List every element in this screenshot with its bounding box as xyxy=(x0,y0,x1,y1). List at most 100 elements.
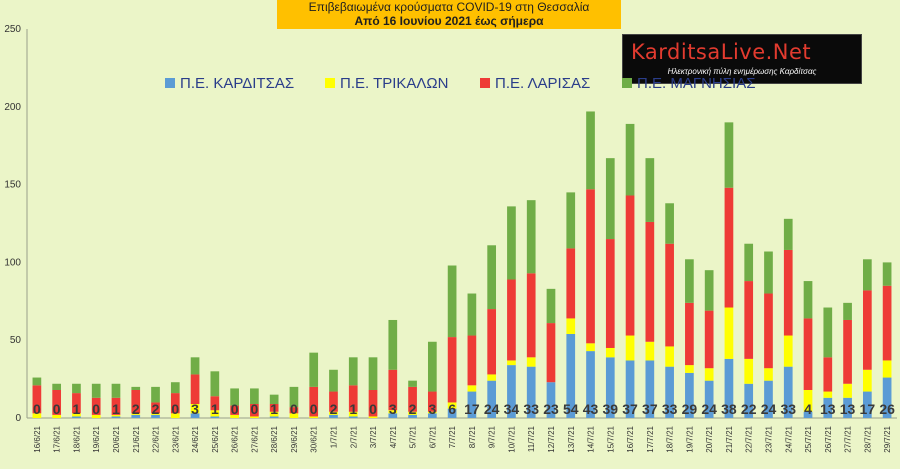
bar-segment-series-2 xyxy=(250,403,259,417)
data-label: 2 xyxy=(330,401,338,417)
bar-segment-series-3 xyxy=(764,251,773,294)
bar-segment-series-1 xyxy=(803,389,813,412)
bar-segment-series-0 xyxy=(704,380,714,418)
bar-segment-series-3 xyxy=(289,386,299,408)
bar-segment-series-0 xyxy=(605,357,615,418)
bar-segment-series-0 xyxy=(507,365,516,418)
bar-segment-series-0 xyxy=(72,416,81,418)
bar-segment-series-3 xyxy=(803,281,813,319)
bar-segment-series-0 xyxy=(645,360,655,418)
bar-segment-series-3 xyxy=(704,270,714,311)
data-label: 43 xyxy=(583,401,599,417)
x-tick-label: 22/7/21 xyxy=(745,425,754,452)
data-label: 2 xyxy=(132,401,140,417)
bar-segment-series-1 xyxy=(91,414,101,418)
bar-segment-series-2 xyxy=(566,248,576,319)
bar-segment-series-0 xyxy=(388,413,398,418)
x-tick-label: 18/6/21 xyxy=(72,425,81,452)
bar-segment-series-1 xyxy=(230,414,239,418)
data-label: 37 xyxy=(642,401,658,417)
bar-segment-series-3 xyxy=(250,388,259,404)
bar-segment-series-3 xyxy=(487,245,497,310)
bar-segment-series-2 xyxy=(546,323,556,383)
bar-segment-series-0 xyxy=(882,377,892,418)
x-tick-label: 21/7/21 xyxy=(725,425,734,452)
bar-segment-series-1 xyxy=(467,385,477,392)
legend-swatch-series-3 xyxy=(622,78,632,88)
legend-label-series-1: Π.Ε. ΤΡΙΚΑΛΩΝ xyxy=(340,75,448,92)
bar-segment-series-2 xyxy=(91,397,101,415)
x-tick-label: 28/6/21 xyxy=(270,425,279,452)
data-label: 2 xyxy=(152,401,160,417)
bar-segment-series-3 xyxy=(447,265,457,338)
bar-segment-series-3 xyxy=(783,218,793,250)
data-label: 17 xyxy=(860,401,876,417)
x-tick-label: 1/7/21 xyxy=(329,425,338,448)
x-tick-label: 19/6/21 xyxy=(92,425,101,452)
bar-segment-series-0 xyxy=(408,414,417,418)
bar-segment-series-2 xyxy=(210,396,220,411)
bar-segment-series-2 xyxy=(190,374,200,404)
legend-label-series-2: Π.Ε. ΛΑΡΙΣΑΣ xyxy=(495,75,590,92)
bar-segment-series-2 xyxy=(32,385,42,414)
karditsalive-logo: KarditsaLive.Net Ηλεκτρονική πύλη ενημέρ… xyxy=(622,34,862,84)
bar-segment-series-1 xyxy=(783,335,793,367)
bar-segment-series-1 xyxy=(269,411,279,417)
bar-segment-series-0 xyxy=(724,358,734,418)
bar-segment-series-3 xyxy=(91,383,101,398)
data-label: 0 xyxy=(310,401,318,417)
bar-segment-series-1 xyxy=(151,413,160,415)
bar-segment-series-3 xyxy=(190,357,200,375)
x-tick-label: 13/7/21 xyxy=(567,425,576,452)
bar-segment-series-3 xyxy=(843,302,852,320)
bar-segment-series-1 xyxy=(843,383,852,398)
x-tick-label: 8/7/21 xyxy=(468,425,477,448)
bar-segment-series-3 xyxy=(665,203,674,244)
data-label: 0 xyxy=(231,401,239,417)
bar-segment-series-3 xyxy=(645,158,655,222)
x-tick-label: 10/7/21 xyxy=(507,425,516,452)
bar-segment-series-3 xyxy=(269,394,279,404)
data-label: 24 xyxy=(484,401,500,417)
bar-segment-series-1 xyxy=(447,402,457,409)
chart-title: Επιβεβαιωμένα κρούσματα COVID-19 στη Θεσ… xyxy=(308,0,590,14)
data-label: 33 xyxy=(662,401,678,417)
bar-segment-series-2 xyxy=(72,393,81,414)
bar-segment-series-3 xyxy=(210,371,220,397)
x-tick-label: 19/7/21 xyxy=(685,425,694,452)
x-tick-label: 25/6/21 xyxy=(211,425,220,452)
bar-segment-series-1 xyxy=(645,341,655,361)
data-label: 33 xyxy=(523,401,539,417)
bar-segment-series-1 xyxy=(724,307,734,359)
bar-segment-series-2 xyxy=(823,357,833,392)
x-tick-label: 12/7/21 xyxy=(547,425,556,452)
x-tick-label: 29/6/21 xyxy=(290,425,299,452)
y-tick-label: 100 xyxy=(4,257,21,268)
data-label: 37 xyxy=(622,401,638,417)
bar-segment-series-0 xyxy=(111,416,121,418)
bar-segment-series-3 xyxy=(546,288,556,324)
bar-segment-series-2 xyxy=(427,391,437,412)
x-tick-label: 14/7/21 xyxy=(587,425,596,452)
bar-segment-series-1 xyxy=(427,411,437,414)
bar-segment-series-3 xyxy=(309,352,319,387)
x-tick-label: 2/7/21 xyxy=(349,425,358,448)
bar-segment-series-0 xyxy=(329,414,338,418)
data-label: 1 xyxy=(112,401,120,417)
bar-segment-series-1 xyxy=(52,414,62,418)
bar-segment-series-1 xyxy=(388,410,398,414)
bar-segment-series-2 xyxy=(685,302,694,366)
bar-segment-series-3 xyxy=(348,357,358,386)
bar-segment-series-0 xyxy=(665,366,674,418)
bar-segment-series-0 xyxy=(803,411,813,418)
bar-segment-series-3 xyxy=(724,122,734,188)
bar-segment-series-2 xyxy=(408,386,417,412)
x-tick-label: 20/6/21 xyxy=(112,425,121,452)
bar-segment-series-1 xyxy=(289,413,299,418)
data-label: 54 xyxy=(563,401,579,417)
bar-segment-series-2 xyxy=(803,318,813,390)
data-label: 33 xyxy=(780,401,796,417)
bar-segment-series-0 xyxy=(823,397,833,418)
bar-segment-series-2 xyxy=(348,385,358,412)
